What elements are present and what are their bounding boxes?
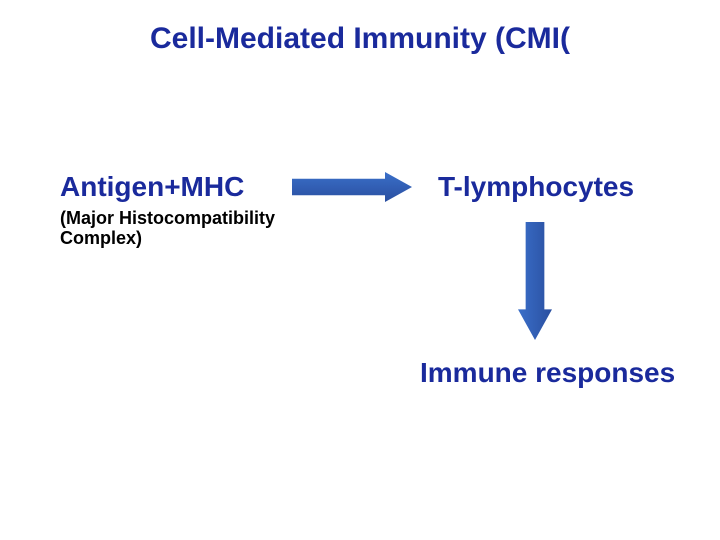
antigen-mhc-label: Antigen+MHC xyxy=(60,172,275,203)
arrow-right-icon xyxy=(292,172,412,202)
t-lymphocytes-text: T-lymphocytes xyxy=(438,171,634,202)
mhc-subtitle-line: Complex) xyxy=(60,229,275,249)
antigen-mhc-block: Antigen+MHC (Major HistocompatibilityCom… xyxy=(60,172,275,248)
immune-responses-label: Immune responses xyxy=(420,358,675,389)
arrow-down-icon xyxy=(518,222,552,340)
t-lymphocytes-label: T-lymphocytes xyxy=(438,172,634,203)
mhc-subtitle: (Major HistocompatibilityComplex) xyxy=(60,209,275,249)
page-title: Cell-Mediated Immunity (CMI( xyxy=(0,22,720,55)
immune-responses-text: Immune responses xyxy=(420,357,675,388)
mhc-subtitle-line: (Major Histocompatibility xyxy=(60,209,275,229)
title-text: Cell-Mediated Immunity (CMI( xyxy=(150,22,570,55)
